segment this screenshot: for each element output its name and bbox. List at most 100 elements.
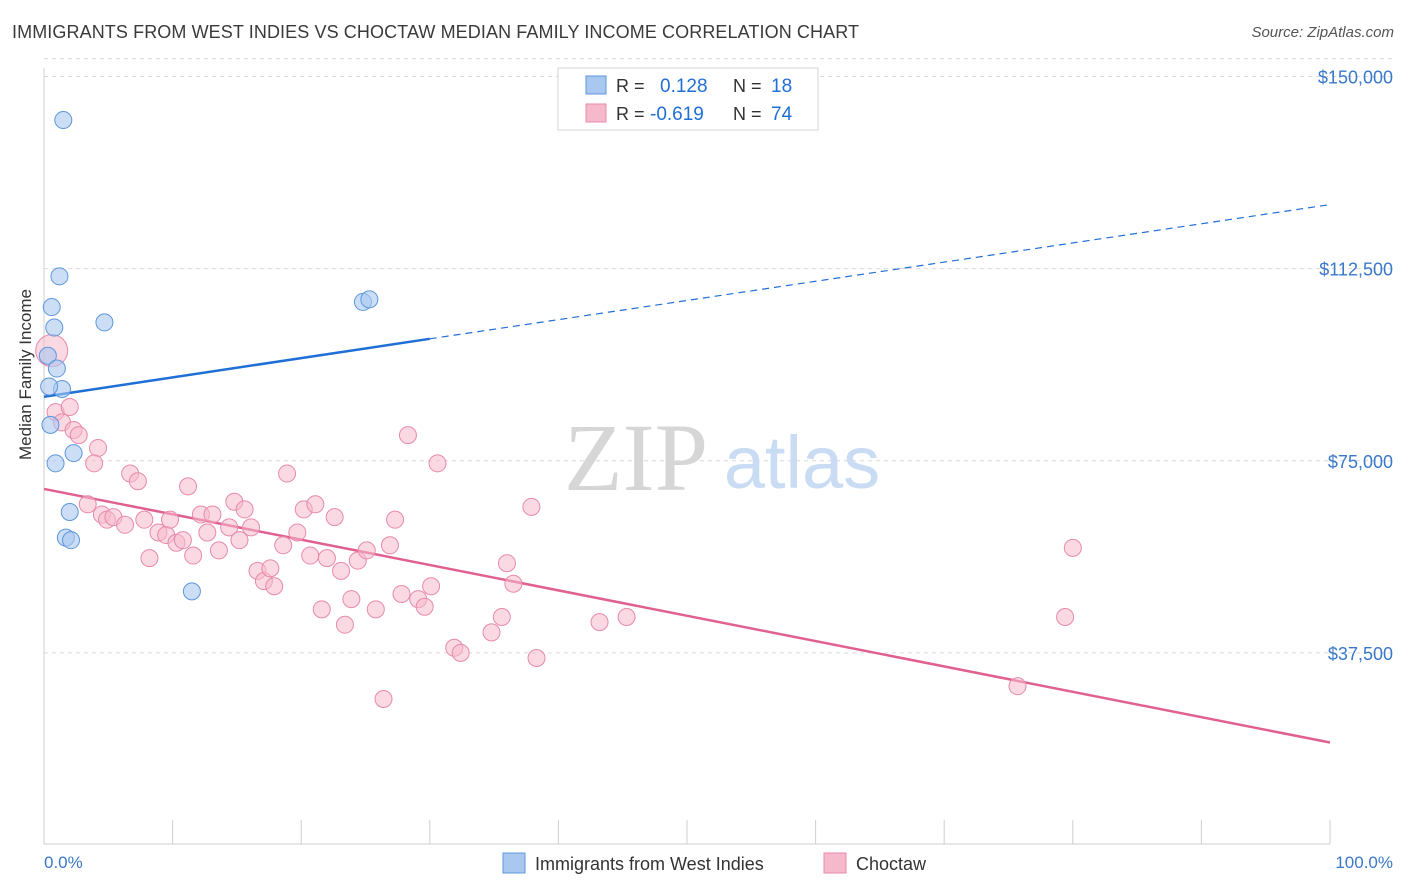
stats-swatch-choctaw <box>585 103 607 123</box>
point-choctaw-63 <box>482 623 501 642</box>
point-west-indies-2 <box>42 298 61 317</box>
point-west-indies-12 <box>60 502 79 521</box>
point-choctaw-60 <box>428 454 447 473</box>
stats-n-label-west-indies: N = <box>733 76 762 96</box>
point-choctaw-32 <box>242 518 261 537</box>
point-choctaw-38 <box>278 464 297 483</box>
point-choctaw-7 <box>85 454 104 473</box>
point-choctaw-15 <box>135 510 154 529</box>
point-choctaw-41 <box>301 546 320 565</box>
point-choctaw-64 <box>492 608 511 627</box>
point-choctaw-22 <box>179 477 198 496</box>
point-choctaw-58 <box>415 597 434 616</box>
point-choctaw-66 <box>504 574 523 593</box>
point-west-indies-15 <box>182 582 201 601</box>
point-choctaw-27 <box>209 541 228 560</box>
point-choctaw-16 <box>140 549 159 568</box>
point-west-indies-4 <box>95 313 114 332</box>
y-tick-labels: $37,500 $75,000 $112,500 $150,000 <box>1318 68 1393 664</box>
point-choctaw-3 <box>60 397 79 416</box>
point-choctaw-43 <box>312 600 331 619</box>
point-choctaw-73 <box>1063 538 1082 557</box>
point-choctaw-68 <box>527 648 546 667</box>
point-choctaw-55 <box>392 584 411 603</box>
legend-swatch-choctaw <box>823 852 847 874</box>
stats-r-label-west-indies: R = <box>616 76 645 96</box>
point-choctaw-26 <box>203 505 222 524</box>
stats-n-value-choctaw: 74 <box>771 104 793 125</box>
point-choctaw-48 <box>342 590 361 609</box>
point-choctaw-42 <box>306 495 325 514</box>
stats-r-label-choctaw: R = <box>616 104 645 124</box>
point-west-indies-0 <box>54 111 73 130</box>
point-choctaw-52 <box>374 689 393 708</box>
point-choctaw-59 <box>422 577 441 596</box>
point-choctaw-37 <box>274 536 293 555</box>
point-choctaw-46 <box>332 561 351 580</box>
chart-title: IMMIGRANTS FROM WEST INDIES VS CHOCTAW M… <box>12 22 860 42</box>
trend-west-indies-dashed <box>429 203 1331 340</box>
stats-n-value-west-indies: 18 <box>771 76 792 97</box>
point-choctaw-44 <box>317 549 336 568</box>
point-choctaw-39 <box>288 523 307 542</box>
point-west-indies-14 <box>62 531 81 550</box>
point-west-indies-10 <box>64 444 83 463</box>
trend-west-indies-solid <box>43 337 430 398</box>
data-points <box>35 111 1082 708</box>
stats-swatch-west-indies <box>585 75 607 95</box>
point-choctaw-31 <box>235 500 254 519</box>
point-choctaw-51 <box>366 600 385 619</box>
point-west-indies-6 <box>47 359 66 378</box>
point-west-indies-11 <box>46 454 65 473</box>
point-choctaw-54 <box>386 510 405 529</box>
point-choctaw-14 <box>128 472 147 491</box>
point-choctaw-12 <box>116 515 135 534</box>
y-tick-label-3: $150,000 <box>1318 68 1393 88</box>
point-choctaw-5 <box>69 426 88 445</box>
legend-label-choctaw: Choctaw <box>856 854 927 874</box>
legend-swatch-west-indies <box>502 852 526 874</box>
y-tick-label-1: $75,000 <box>1328 452 1393 472</box>
point-choctaw-45 <box>325 508 344 527</box>
point-choctaw-23 <box>184 546 203 565</box>
y-tick-label-0: $37,500 <box>1328 644 1393 664</box>
point-choctaw-62 <box>451 643 470 662</box>
stats-r-value-west-indies: 0.128 <box>660 76 708 97</box>
point-choctaw-19 <box>161 510 180 529</box>
point-choctaw-25 <box>198 523 217 542</box>
series-legend: Immigrants from West Indies Choctaw <box>502 852 927 874</box>
point-choctaw-67 <box>522 497 541 516</box>
point-choctaw-72 <box>1056 608 1075 627</box>
point-choctaw-21 <box>173 531 192 550</box>
point-choctaw-6 <box>89 438 108 457</box>
x-tick-label-min: 0.0% <box>44 853 83 872</box>
point-choctaw-50 <box>357 541 376 560</box>
y-tick-label-2: $112,500 <box>1319 260 1393 280</box>
stats-legend: R = 0.128 N = 18 R = -0.619 N = 74 <box>557 67 819 131</box>
point-west-indies-3 <box>45 318 64 337</box>
point-choctaw-35 <box>261 559 280 578</box>
watermark-atlas: atlas <box>724 421 880 504</box>
watermark: ZIP atlas <box>564 404 880 511</box>
stats-r-value-choctaw: -0.619 <box>650 104 704 125</box>
point-west-indies-5 <box>38 346 57 365</box>
point-choctaw-30 <box>230 531 249 550</box>
legend-label-west-indies: Immigrants from West Indies <box>535 854 764 874</box>
stats-n-label-choctaw: N = <box>733 104 762 124</box>
point-choctaw-36 <box>265 577 284 596</box>
point-choctaw-65 <box>497 554 516 573</box>
x-tick-label-max: 100.0% <box>1335 853 1393 872</box>
point-choctaw-47 <box>335 615 354 634</box>
point-choctaw-28 <box>220 518 239 537</box>
point-west-indies-1 <box>50 267 69 286</box>
point-choctaw-69 <box>590 613 609 632</box>
point-choctaw-8 <box>78 495 97 514</box>
point-west-indies-9 <box>41 415 60 434</box>
point-west-indies-17 <box>360 290 379 309</box>
point-choctaw-53 <box>380 536 399 555</box>
axes <box>43 68 1331 845</box>
point-choctaw-56 <box>398 426 417 445</box>
point-choctaw-70 <box>617 608 636 627</box>
chart-source: Source: ZipAtlas.com <box>1251 24 1394 41</box>
